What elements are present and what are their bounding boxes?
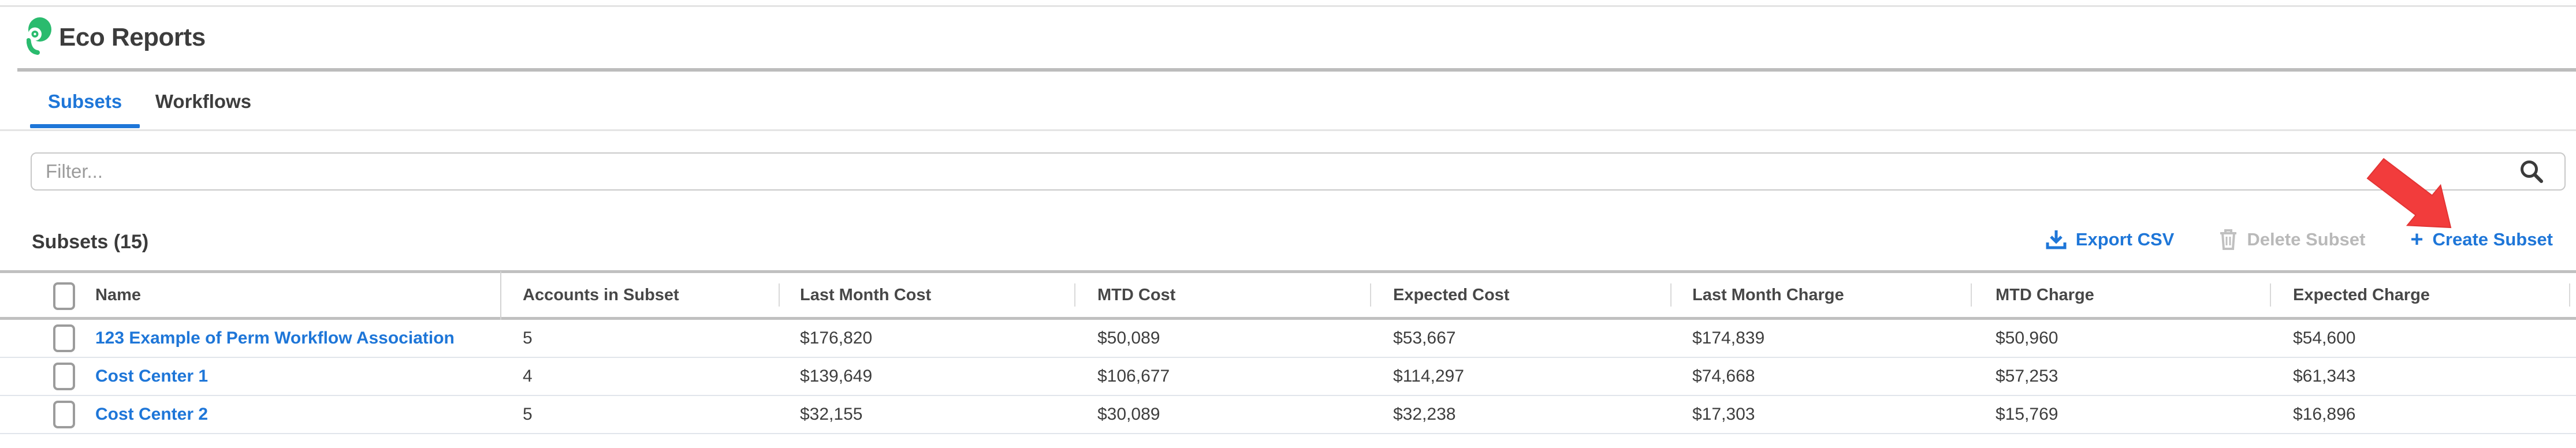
app-header: Eco Reports (0, 7, 2576, 68)
table-cell: $54,600 (2293, 328, 2356, 348)
search-icon[interactable] (2518, 158, 2545, 185)
column-header-mtd-charge[interactable]: MTD Charge (1996, 285, 2094, 304)
column-header-expected-cost[interactable]: Expected Cost (1393, 285, 1510, 304)
table-cell: $139,649 (800, 367, 873, 386)
table-cell: $30,089 (1097, 405, 1160, 424)
row-checkbox[interactable] (53, 324, 75, 352)
table-cell: $50,960 (1996, 328, 2058, 348)
create-subset-label: Create Subset (2432, 229, 2553, 249)
column-header-last-month-charge[interactable]: Last Month Charge (1692, 285, 1844, 304)
table-cell: $114,297 (1393, 367, 1464, 386)
tab-workflows[interactable]: Workflows (155, 90, 252, 112)
active-tab-underline (30, 124, 140, 128)
table-cell: $50,089 (1097, 328, 1160, 348)
table-cell: 4 (523, 367, 533, 386)
table-top-border (0, 270, 2576, 273)
table-cell: $74,668 (1692, 367, 1755, 386)
top-edge-shadow (0, 5, 2576, 7)
header-column-tick (779, 283, 780, 307)
eco-logo-icon (27, 17, 51, 55)
toolbar-actions: Export CSV Delete Subset + Create Subset (2046, 229, 2553, 251)
filter-input[interactable] (31, 152, 2566, 191)
header-column-tick (1971, 283, 1972, 307)
trash-icon (2220, 229, 2237, 250)
row-checkbox[interactable] (53, 401, 75, 428)
select-all-checkbox[interactable] (53, 282, 75, 310)
subset-name-link[interactable]: Cost Center 1 (95, 367, 209, 386)
row-checkbox[interactable] (53, 363, 75, 390)
table-cell: $53,667 (1393, 328, 1456, 348)
delete-subset-label: Delete Subset (2247, 229, 2366, 249)
table-cell: $106,677 (1097, 367, 1170, 386)
page-title: Eco Reports (59, 23, 206, 51)
table-cell: $16,896 (2293, 405, 2356, 424)
subset-name-link[interactable]: Cost Center 2 (95, 405, 209, 424)
table-header-bottom-border (0, 317, 2576, 320)
tab-bar: Subsets Workflows (0, 75, 2576, 131)
header-column-tick (1370, 283, 1371, 307)
table-cell: 5 (523, 405, 533, 424)
header-column-tick (2569, 283, 2570, 307)
table-cell: $32,238 (1393, 405, 1456, 424)
tab-subsets[interactable]: Subsets (47, 90, 122, 112)
plus-icon: + (2410, 227, 2424, 252)
header-divider (17, 68, 2576, 72)
download-icon (2046, 230, 2067, 249)
header-column-tick (1074, 283, 1075, 307)
column-header-accounts-in-subset[interactable]: Accounts in Subset (523, 285, 679, 304)
export-csv-button[interactable]: Export CSV (2046, 229, 2175, 251)
table-header-row: Name Accounts in Subset Last Month Cost MTD… (0, 273, 2576, 317)
table-cell: $61,343 (2293, 367, 2356, 386)
header-column-tick (1670, 283, 1672, 307)
filter-bar (31, 152, 2566, 191)
subsets-count-heading: Subsets (15) (32, 231, 149, 253)
table-cell: 5 (523, 328, 533, 348)
table-cell: $17,303 (1692, 405, 1755, 424)
table-cell: $176,820 (800, 328, 873, 348)
table-row: Cost Center 2 5 $32,155 $30,089 $32,238 $17,3… (0, 396, 2576, 434)
table-row: 123 Example of Perm Workflow Association… (0, 320, 2576, 358)
column-header-mtd-cost[interactable]: MTD Cost (1097, 285, 1176, 304)
table-cell: $174,839 (1692, 328, 1765, 348)
header-column-tick (2270, 283, 2271, 307)
create-subset-button[interactable]: + Create Subset (2410, 229, 2553, 251)
table-cell: $57,253 (1996, 367, 2058, 386)
table-cell: $15,769 (1996, 405, 2058, 424)
table-row: Cost Center 1 4 $139,649 $106,677 $114,297 $7… (0, 358, 2576, 396)
table-body: 123 Example of Perm Workflow Association… (0, 320, 2576, 434)
column-header-name[interactable]: Name (95, 285, 141, 304)
column-header-expected-charge[interactable]: Expected Charge (2293, 285, 2430, 304)
export-csv-label: Export CSV (2075, 229, 2175, 249)
table-cell: $32,155 (800, 405, 863, 424)
column-header-last-month-cost[interactable]: Last Month Cost (800, 285, 932, 304)
select-all-checkbox-wrap (53, 282, 75, 310)
subset-name-link[interactable]: 123 Example of Perm Workflow Association (95, 328, 455, 348)
delete-subset-button[interactable]: Delete Subset (2219, 229, 2365, 251)
